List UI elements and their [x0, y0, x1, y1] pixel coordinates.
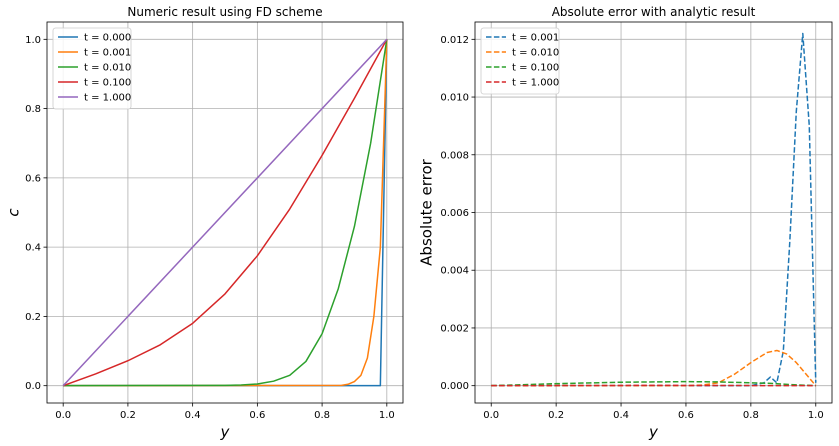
- left-chart-numeric-result: 0.0 0.2 0.4 0.6 0.8 1.0 0.0 0.2 0.4 0.6 0.8 1.0 Nume…: [5, 5, 404, 441]
- y-tick-label: 0.0: [25, 381, 41, 392]
- x-tick-label: 0.4: [185, 410, 201, 421]
- legend-label: t = 1.000: [84, 93, 131, 104]
- y-tick-label: 0.012: [440, 35, 469, 46]
- y-tick-label: 0.006: [440, 208, 469, 219]
- x-tick-label: 1.0: [379, 410, 395, 421]
- x-tick-label: 0.8: [314, 410, 330, 421]
- x-tick-label: 0.4: [613, 410, 629, 421]
- legend: t = 0.000 t = 0.001 t = 0.010 t = 0.100 t = …: [52, 27, 132, 110]
- x-tick-label: 0.6: [249, 410, 265, 421]
- legend: t = 0.001 t = 0.010 t = 0.100 t = 1.000: [480, 27, 560, 95]
- y-tick-label: 0.002: [440, 323, 469, 334]
- legend-label: t = 0.010: [512, 48, 559, 59]
- x-axis-label: y: [648, 423, 659, 441]
- legend-label: t = 0.001: [512, 33, 559, 44]
- legend-label: t = 0.001: [84, 48, 131, 59]
- x-tick-label: 0.2: [548, 410, 564, 421]
- series-line-1000: [62, 38, 388, 387]
- legend-box: [52, 27, 132, 110]
- legend-box: [480, 27, 560, 95]
- x-tick-label: 0.0: [55, 410, 71, 421]
- series-line-0001: [491, 32, 817, 387]
- legend-label: t = 0.100: [512, 63, 559, 74]
- legend-label: t = 0.000: [84, 33, 131, 44]
- y-tick-label: 0.004: [440, 266, 469, 277]
- right-chart-absolute-error: 0.0 0.2 0.4 0.6 0.8 1.0 0.000 0.002 0.004 0.006 0.…: [418, 5, 833, 441]
- chart-title: Numeric result using FD scheme: [127, 5, 322, 19]
- y-axis-label: c: [5, 208, 23, 217]
- x-tick-label: 1.0: [808, 410, 824, 421]
- legend-label: t = 0.010: [84, 63, 131, 74]
- grid: [47, 22, 403, 403]
- x-tick-label: 0.0: [483, 410, 499, 421]
- series-lines: [491, 32, 817, 387]
- y-tick-label: 0.2: [25, 312, 41, 323]
- y-tick-label: 0.6: [25, 173, 41, 184]
- series-line-0010: [63, 39, 388, 387]
- y-tick-label: 0.8: [25, 104, 41, 115]
- series-line-0001: [63, 39, 388, 387]
- series-lines: [62, 38, 388, 387]
- x-tick-label: 0.2: [120, 410, 136, 421]
- chart-title: Absolute error with analytic result: [552, 5, 756, 19]
- axes-frame: [46, 21, 404, 404]
- series-line-0100: [62, 38, 388, 387]
- y-tick-label: 0.000: [440, 381, 469, 392]
- y-tick-label: 0.010: [440, 93, 469, 104]
- axes-frame: [474, 21, 833, 404]
- y-axis-label: Absolute error: [418, 158, 436, 265]
- legend-label: t = 1.000: [512, 78, 559, 89]
- x-tick-label: 0.8: [743, 410, 759, 421]
- y-tick-label: 1.0: [25, 35, 41, 46]
- x-axis-label: y: [220, 423, 231, 441]
- y-tick-label: 0.008: [440, 150, 469, 161]
- x-tick-label: 0.6: [678, 410, 694, 421]
- legend-label: t = 0.100: [84, 78, 131, 89]
- y-tick-label: 0.4: [25, 243, 41, 254]
